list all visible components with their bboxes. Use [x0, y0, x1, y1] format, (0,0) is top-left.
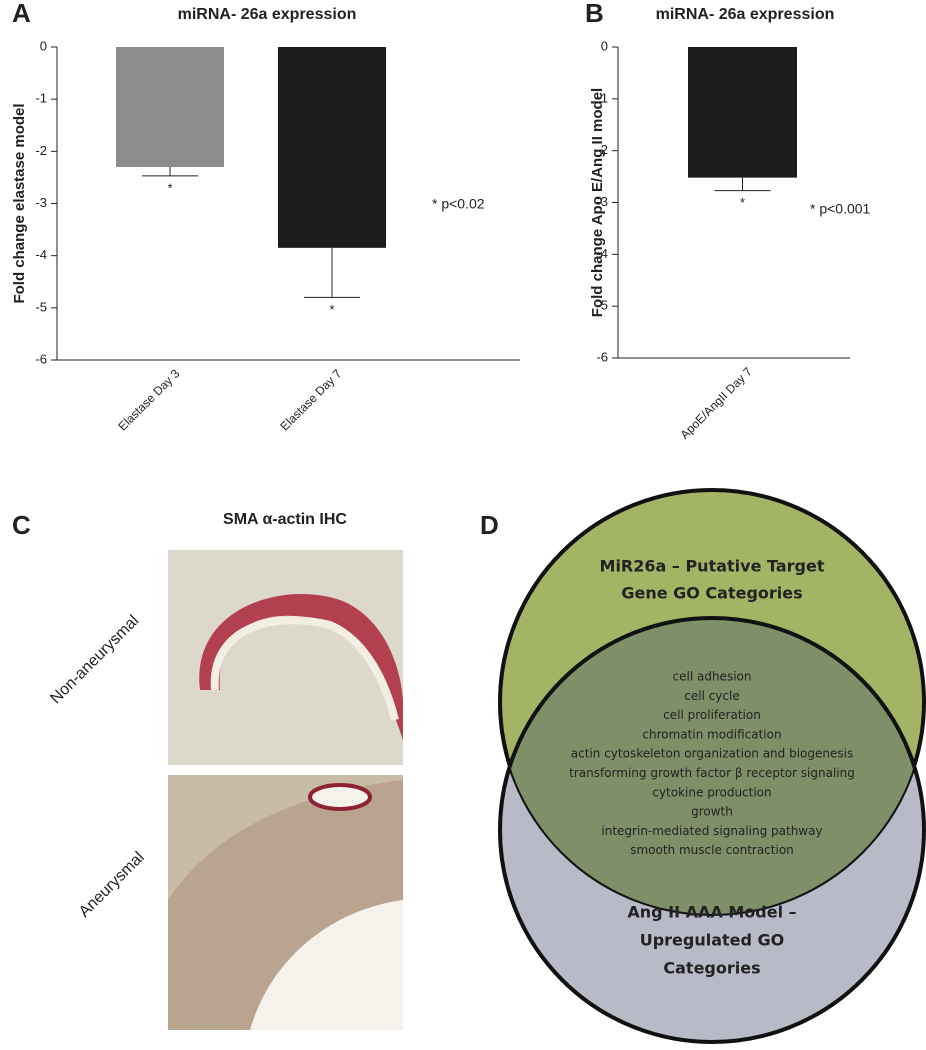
chart-title: miRNA- 26a expression — [178, 6, 357, 23]
y-tick-label: -5 — [596, 298, 608, 313]
bar — [688, 47, 797, 178]
histology-label: Non-aneurysmal — [47, 612, 142, 707]
venn-bottom-label: Ang II AAA Model – — [627, 903, 796, 922]
y-tick-label: -1 — [596, 90, 608, 105]
venn-overlap-item: cell cycle — [684, 689, 739, 703]
venn-overlap-item: cell adhesion — [673, 670, 752, 684]
venn-top-label: MiR26a – Putative Target — [600, 557, 825, 576]
y-tick-label: -3 — [596, 194, 608, 209]
venn-overlap-item: chromatin modification — [642, 727, 781, 741]
venn-overlap-item: cytokine production — [652, 785, 771, 799]
y-tick-label: 0 — [601, 38, 608, 53]
panel-label: A — [12, 0, 31, 28]
y-tick-label: -4 — [596, 246, 608, 261]
y-tick-label: -6 — [35, 351, 47, 366]
y-tick-label: -5 — [35, 299, 47, 314]
venn-top-label: Gene GO Categories — [621, 584, 802, 603]
y-tick-label: -2 — [596, 142, 608, 157]
histology-title: SMA α-actin IHC — [223, 511, 347, 528]
venn-circles — [498, 488, 926, 1044]
y-axis-label: Fold change Apo E/Ang II model — [589, 88, 606, 317]
annotation: * p<0.001 — [810, 201, 871, 217]
bar — [278, 47, 386, 248]
chart-title: miRNA- 26a expression — [656, 6, 835, 23]
panel-label: D — [480, 510, 499, 540]
histology-images — [168, 550, 403, 1030]
venn-overlap-item: transforming growth factor β receptor si… — [569, 766, 855, 780]
y-tick-label: 0 — [40, 38, 47, 53]
y-tick-label: -4 — [35, 247, 47, 262]
panel-label: C — [12, 510, 31, 540]
significance-marker: * — [740, 195, 745, 210]
x-tick-label: Elastase Day 7 — [277, 366, 344, 433]
y-tick-label: -6 — [596, 349, 608, 364]
venn-overlap-item: smooth muscle contraction — [630, 843, 794, 857]
venn-overlap-item: growth — [691, 805, 733, 819]
venn-overlap-item: integrin-mediated signaling pathway — [601, 824, 822, 838]
y-tick-label: -3 — [35, 195, 47, 210]
y-tick-label: -2 — [35, 143, 47, 158]
venn-overlap-item: actin cytoskeleton organization and biog… — [571, 747, 853, 761]
x-tick-label: Elastase Day 3 — [115, 366, 182, 433]
annotation: * p<0.02 — [432, 196, 485, 212]
x-tick-label: ApoE/AngII Day 7 — [678, 364, 756, 442]
y-tick-label: -1 — [35, 91, 47, 106]
histology-label: Aneurysmal — [76, 849, 148, 921]
venn-bottom-label: Categories — [663, 959, 760, 978]
panel-label: B — [585, 0, 604, 28]
bar — [116, 47, 224, 167]
significance-marker: * — [167, 180, 172, 195]
venn-bottom-label: Upregulated GO — [640, 931, 785, 950]
significance-marker: * — [329, 302, 334, 317]
y-axis-label: Fold change elastase model — [11, 103, 28, 303]
venn-overlap-item: cell proliferation — [663, 708, 761, 722]
